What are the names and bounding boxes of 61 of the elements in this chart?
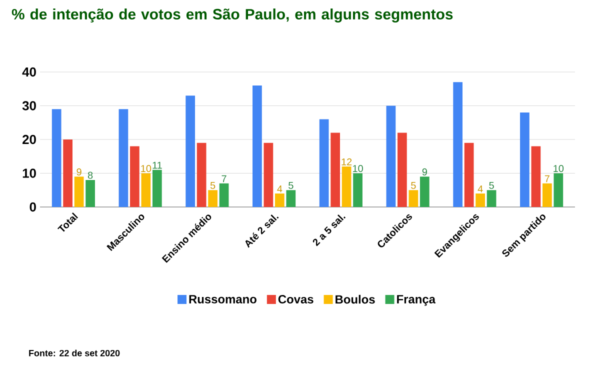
x-tick-label: 2 a 5 sal. bbox=[312, 214, 346, 246]
bar bbox=[275, 194, 284, 207]
data-label: 4 bbox=[478, 185, 483, 192]
y-tick-label: 20 bbox=[22, 134, 36, 144]
bar bbox=[130, 146, 140, 207]
bar bbox=[476, 194, 485, 207]
data-label: 10 bbox=[353, 165, 363, 172]
data-label: 8 bbox=[88, 172, 93, 179]
bar bbox=[386, 106, 396, 207]
bar bbox=[520, 112, 530, 207]
bar bbox=[464, 142, 474, 207]
bar bbox=[208, 190, 218, 207]
y-tick-label: 0 bbox=[30, 202, 36, 212]
source-note: Fonte: 22 de set 2020 bbox=[29, 350, 120, 356]
data-label: 9 bbox=[76, 168, 82, 176]
bar bbox=[74, 176, 84, 207]
bar bbox=[398, 132, 407, 207]
bar bbox=[63, 140, 72, 207]
bar bbox=[554, 173, 564, 207]
data-label: 5 bbox=[288, 182, 294, 189]
bar bbox=[196, 142, 206, 207]
bar bbox=[353, 173, 362, 207]
bar bbox=[408, 190, 418, 207]
bar bbox=[420, 176, 430, 207]
bar bbox=[330, 132, 340, 207]
bar bbox=[141, 173, 151, 207]
legend-label: França bbox=[397, 295, 436, 306]
data-label: 10 bbox=[554, 165, 564, 172]
data-label: 9 bbox=[422, 168, 427, 176]
data-label: 11 bbox=[152, 162, 162, 169]
bar bbox=[264, 142, 274, 207]
chart-title: % de intenção de votos em São Paulo, em alguns segmentos bbox=[12, 8, 453, 23]
x-tick-label: Até 2 sal. bbox=[245, 214, 279, 248]
bar bbox=[542, 183, 552, 207]
data-label: 4 bbox=[277, 185, 282, 192]
legend-label: Boulos bbox=[336, 294, 375, 304]
bar bbox=[453, 82, 463, 207]
bar bbox=[319, 119, 329, 207]
data-label: 5 bbox=[210, 182, 216, 189]
data-label: 7 bbox=[222, 175, 226, 182]
y-tick-label: 10 bbox=[22, 168, 36, 178]
bar bbox=[486, 190, 496, 207]
bar bbox=[219, 183, 229, 207]
bar bbox=[286, 190, 296, 207]
bar bbox=[531, 146, 541, 207]
legend-label: Covas bbox=[278, 295, 314, 304]
bar bbox=[52, 109, 62, 207]
data-label: 10 bbox=[141, 165, 152, 172]
bar bbox=[252, 86, 262, 207]
bar bbox=[86, 180, 95, 207]
data-label: 5 bbox=[489, 182, 494, 189]
y-tick-label: 40 bbox=[22, 67, 36, 77]
bar bbox=[186, 96, 196, 207]
bar bbox=[342, 166, 352, 207]
data-label: 5 bbox=[411, 182, 416, 189]
data-label: 12 bbox=[342, 158, 352, 166]
bar bbox=[118, 109, 128, 207]
bar bbox=[152, 170, 162, 207]
y-tick-label: 30 bbox=[22, 101, 36, 110]
legend-label: Russomano bbox=[189, 295, 256, 304]
data-label: 7 bbox=[544, 175, 550, 182]
